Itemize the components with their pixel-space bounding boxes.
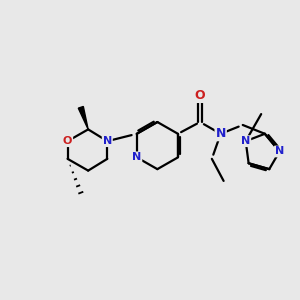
Text: O: O [195, 89, 206, 102]
Text: N: N [103, 136, 112, 146]
Text: N: N [215, 127, 226, 140]
Text: N: N [241, 136, 250, 146]
Text: N: N [275, 146, 284, 157]
Text: N: N [132, 152, 141, 162]
Polygon shape [78, 106, 88, 129]
Text: O: O [63, 136, 72, 146]
